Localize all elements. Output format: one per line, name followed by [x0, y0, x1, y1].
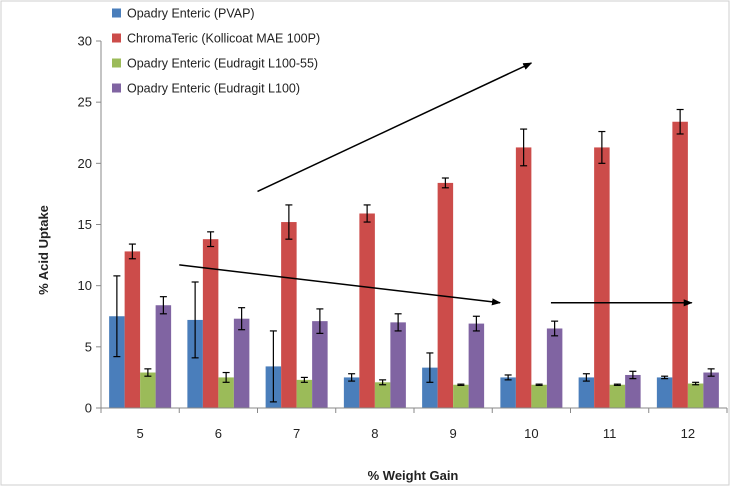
x-tick-label: 9	[450, 426, 457, 441]
legend: Opadry Enteric (PVAP) ChromaTeric (Kollic…	[112, 7, 320, 96]
bar	[155, 305, 172, 408]
y-tick-label: 5	[85, 339, 92, 354]
bar	[625, 374, 641, 408]
bar	[468, 323, 485, 408]
bar	[281, 222, 297, 408]
y-tick-label: 20	[78, 156, 92, 171]
x-tick-label: 11	[603, 426, 617, 441]
x-axis-label: % Weight Gain	[368, 468, 459, 483]
x-tick-label: 12	[681, 426, 695, 441]
bar	[656, 377, 673, 408]
axes: 0 5 10 15 20 25 30 5 6 7 8 9 10 11 12	[78, 34, 728, 441]
legend-swatch	[112, 8, 121, 18]
trend-arrow	[179, 264, 501, 306]
bar	[218, 377, 234, 408]
legend-label: Opadry Enteric (Eudragit L100)	[127, 82, 300, 96]
bar	[500, 377, 516, 408]
trend-arrow	[257, 62, 533, 193]
y-axis-label: % Acid Uptake	[36, 205, 51, 295]
bar	[422, 367, 438, 408]
y-tick-label: 10	[78, 278, 92, 293]
bar	[359, 213, 375, 408]
x-tick-label: 5	[137, 426, 144, 441]
bar	[515, 147, 532, 408]
y-tick-label: 0	[85, 401, 92, 416]
x-tick-label: 7	[293, 426, 300, 441]
legend-label: ChromaTeric (Kollicoat MAE 100P)	[127, 32, 320, 46]
bar	[546, 328, 563, 408]
legend-swatch	[112, 58, 121, 68]
bar	[672, 121, 688, 409]
bar	[109, 316, 125, 408]
bar	[687, 383, 704, 408]
x-tick-label: 10	[524, 426, 538, 441]
error-bars	[113, 108, 715, 403]
bar	[343, 377, 360, 408]
bar	[531, 384, 547, 408]
legend-label: Opadry Enteric (Eudragit L100-55)	[127, 57, 318, 71]
bar	[594, 147, 610, 408]
y-tick-label: 30	[78, 34, 92, 49]
bar	[374, 382, 391, 408]
bar	[390, 322, 406, 408]
bar	[703, 372, 719, 408]
bar	[202, 239, 219, 408]
y-tick-label: 15	[78, 217, 92, 232]
bar	[233, 318, 250, 408]
bar	[140, 372, 156, 408]
x-tick-label: 6	[215, 426, 222, 441]
bars	[109, 121, 719, 409]
bar	[124, 251, 141, 408]
bar	[437, 182, 454, 408]
annotations	[179, 62, 693, 307]
legend-swatch	[112, 33, 121, 43]
bar	[296, 379, 313, 408]
x-tick-label: 8	[371, 426, 378, 441]
bar	[453, 384, 469, 408]
legend-label: Opadry Enteric (PVAP)	[127, 7, 255, 21]
bar	[578, 377, 595, 408]
bar	[187, 319, 203, 408]
y-tick-label: 25	[78, 95, 92, 110]
bar	[609, 384, 626, 408]
bar	[312, 321, 328, 408]
legend-swatch	[112, 83, 121, 93]
